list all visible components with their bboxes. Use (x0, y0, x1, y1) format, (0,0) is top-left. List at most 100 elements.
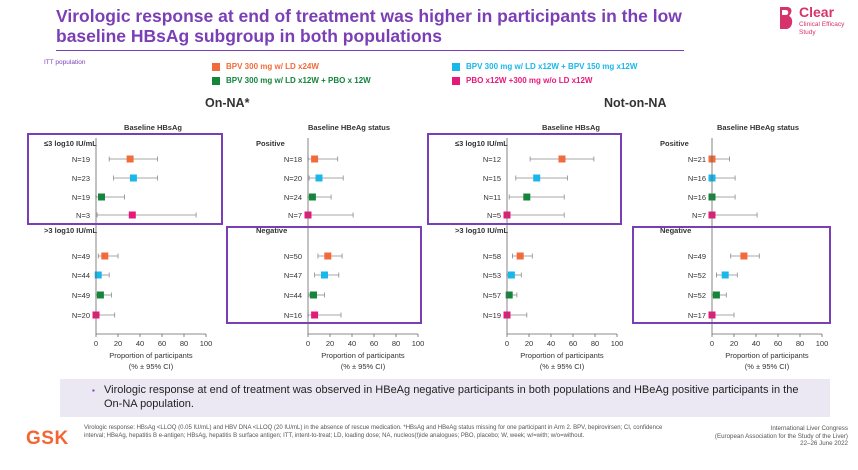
pop0-panel0-point-marker (94, 271, 102, 279)
legend-item-arm2: BPV 300 mg w/ LD x12W + BPV 150 mg x12W (452, 62, 637, 71)
pop0-panel1-x-tick-label: 40 (348, 339, 356, 348)
pop0-panel0-n-label: N=20 (72, 311, 90, 320)
pop0-panel0-n-label: N=3 (76, 211, 90, 220)
pop1-panel0-group-label: >3 log10 IU/mL (455, 226, 509, 235)
pop1-panel0-x-tick-label: 40 (547, 339, 555, 348)
pop0-panel0-x-tick-label: 60 (158, 339, 166, 348)
pop1-panel0-point-marker (507, 271, 515, 279)
pop0-panel0-highlight-box-0 (27, 133, 223, 225)
population-title-not-on-na: Not-on-NA (604, 96, 667, 110)
pop0-panel0-point-marker (96, 291, 104, 299)
pop0-panel1-title: Baseline HBeAg status (308, 123, 390, 132)
pop0-panel0-title: Baseline HBsAg (124, 123, 182, 132)
pop1-panel0-point-marker (516, 252, 524, 260)
pop1-panel1-n-label: N=17 (688, 311, 706, 320)
pop1-panel1-group-label: Negative (660, 226, 691, 235)
pop0-panel0-x-axis-title: Proportion of participants (109, 351, 193, 360)
pop0-panel0-n-label: N=49 (72, 291, 90, 300)
pop0-panel1-group-label: Negative (256, 226, 287, 235)
pop0-panel0-x-tick-label: 0 (94, 339, 98, 348)
pop1-panel0-group-label: ≤3 log10 IU/mL (455, 139, 508, 148)
pop0-panel1-group-label: Positive (256, 139, 285, 148)
callout-text: Virologic response at end of treatment w… (104, 384, 799, 410)
pop1-panel0-x-axis-subtitle: (% ± 95% CI) (540, 362, 585, 371)
pop0-panel1-x-tick-label: 60 (370, 339, 378, 348)
congress-line-1: International Liver Congress (770, 425, 848, 432)
legend-swatch-arm3 (212, 76, 220, 85)
pop1-panel1-x-tick-label: 100 (816, 339, 829, 348)
legend-item-arm3: BPV 300 mg w/ LD x12W + PBO x 12W (212, 76, 371, 85)
pop0-panel0-x-tick-label: 20 (114, 339, 122, 348)
pop1-panel1-x-axis-title: Proportion of participants (725, 351, 809, 360)
pop1-panel1-x-axis-subtitle: (% ± 95% CI) (745, 362, 790, 371)
pop1-panel1-x-tick-label: 20 (730, 339, 738, 348)
brand-logo: Clear Clinical Efficacy Study (778, 4, 854, 44)
pop1-panel1-title: Baseline HBeAg status (717, 123, 799, 132)
pop1-panel1-n-label: N=52 (688, 291, 706, 300)
slide-title: Virologic response at end of treatment w… (56, 6, 682, 46)
pop1-panel1-n-label: N=49 (688, 252, 706, 261)
pop1-panel1-n-label: N=52 (688, 271, 706, 280)
pop0-panel1-point-marker (315, 174, 323, 182)
legend-swatch-arm4 (452, 76, 460, 85)
pop1-panel0-x-tick-label: 20 (525, 339, 533, 348)
congress-info: International Liver Congress (European A… (678, 425, 848, 448)
pop1-panel0-point-marker (533, 174, 541, 182)
pop0-panel1-n-label: N=16 (284, 311, 302, 320)
legend-label-arm1: BPV 300 mg w/ LD x24W (226, 62, 319, 71)
key-finding-callout: ▪ Virologic response at end of treatment… (60, 379, 830, 417)
pop1-panel0-point-marker (505, 291, 513, 299)
pop0-panel1-n-label: N=20 (284, 174, 302, 183)
pop0-panel0-group-label: ≤3 log10 IU/mL (44, 139, 97, 148)
pop1-panel0-title: Baseline HBsAg (542, 123, 600, 132)
congress-line-2: (European Association for the Study of t… (714, 432, 848, 440)
pop0-panel1-n-label: N=7 (288, 211, 302, 220)
pop1-panel0-n-label: N=57 (483, 291, 501, 300)
pop0-panel1-n-label: N=44 (284, 291, 302, 300)
callout-bullet-icon: ▪ (92, 386, 95, 395)
legend-item-arm1: BPV 300 mg w/ LD x24W (212, 62, 319, 71)
pop1-panel1-n-label: N=21 (688, 155, 706, 164)
pop1-panel0-n-label: N=11 (483, 193, 501, 202)
pop0-panel0-x-tick-label: 100 (200, 339, 213, 348)
pop0-panel0-x-tick-label: 80 (180, 339, 188, 348)
legend-label-arm2: BPV 300 mg w/ LD x12W + BPV 150 mg x12W (466, 62, 638, 71)
legend-swatch-arm1 (212, 62, 220, 71)
pop1-panel1-point-marker (721, 271, 729, 279)
pop0-panel1-x-tick-label: 100 (412, 339, 425, 348)
pop0-panel1-point-marker (311, 311, 319, 319)
pop1-panel0-point-marker (558, 155, 566, 163)
footnote: Virologic response: HBsAg <LLOQ (0.05 IU… (84, 425, 663, 439)
pop1-panel0-n-label: N=53 (483, 271, 501, 280)
pop0-panel0-x-axis-subtitle: (% ± 95% CI) (129, 362, 174, 371)
pop0-panel0-point-marker (126, 155, 134, 163)
pop0-panel1-n-label: N=50 (284, 252, 302, 261)
pop0-panel1-point-marker (324, 252, 332, 260)
pop1-panel0-x-tick-label: 60 (569, 339, 577, 348)
pop1-panel1-point-marker (712, 291, 720, 299)
pop0-panel0-group-label: >3 log10 IU/mL (44, 226, 98, 235)
pop0-panel0-point-marker (128, 211, 136, 219)
legend-swatch-arm2 (452, 62, 460, 71)
pop0-panel1-x-tick-label: 0 (306, 339, 310, 348)
pop1-panel0-n-label: N=58 (483, 252, 501, 261)
pop1-panel0-n-label: N=5 (487, 211, 501, 220)
pop1-panel1-x-tick-label: 60 (774, 339, 782, 348)
gsk-logo: GSK (26, 428, 69, 449)
brand-subtitle: Clinical Efficacy Study (799, 21, 845, 36)
pop0-panel0-n-label: N=19 (72, 155, 90, 164)
legend-label-arm3: BPV 300 mg w/ LD x12W + PBO x 12W (226, 76, 371, 85)
pop1-panel0-x-axis-title: Proportion of participants (520, 351, 604, 360)
pop0-panel0-n-label: N=19 (72, 193, 90, 202)
pop1-panel1-x-tick-label: 0 (710, 339, 714, 348)
pop1-panel0-x-tick-label: 0 (505, 339, 509, 348)
pop0-panel1-point-marker (311, 155, 319, 163)
brand-logo-icon (780, 7, 793, 29)
pop1-panel1-group-label: Positive (660, 139, 689, 148)
pop0-panel1-point-marker (321, 271, 328, 279)
pop0-panel0-point-marker (101, 252, 109, 260)
pop0-panel0-n-label: N=23 (72, 174, 90, 183)
pop0-panel1-point-marker (310, 291, 317, 299)
pop1-panel1-highlight-box-1 (632, 226, 831, 324)
pop1-panel1-point-marker (740, 252, 748, 260)
